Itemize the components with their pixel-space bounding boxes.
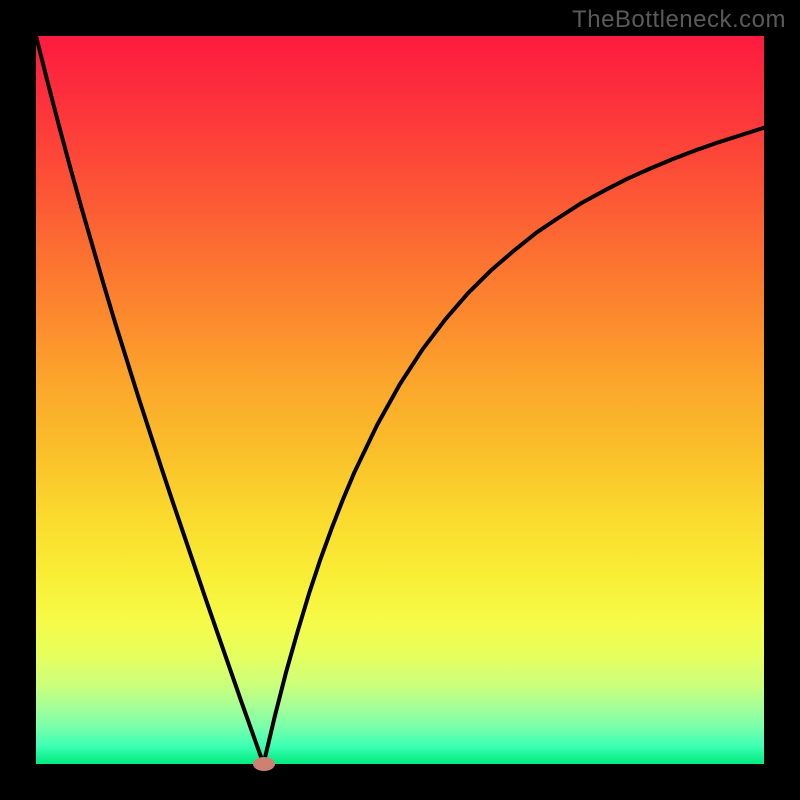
plot-area	[36, 36, 764, 764]
watermark-text: TheBottleneck.com	[572, 6, 786, 34]
curve-path	[36, 36, 764, 764]
bottleneck-curve	[36, 36, 764, 764]
apex-marker-icon	[253, 757, 275, 771]
